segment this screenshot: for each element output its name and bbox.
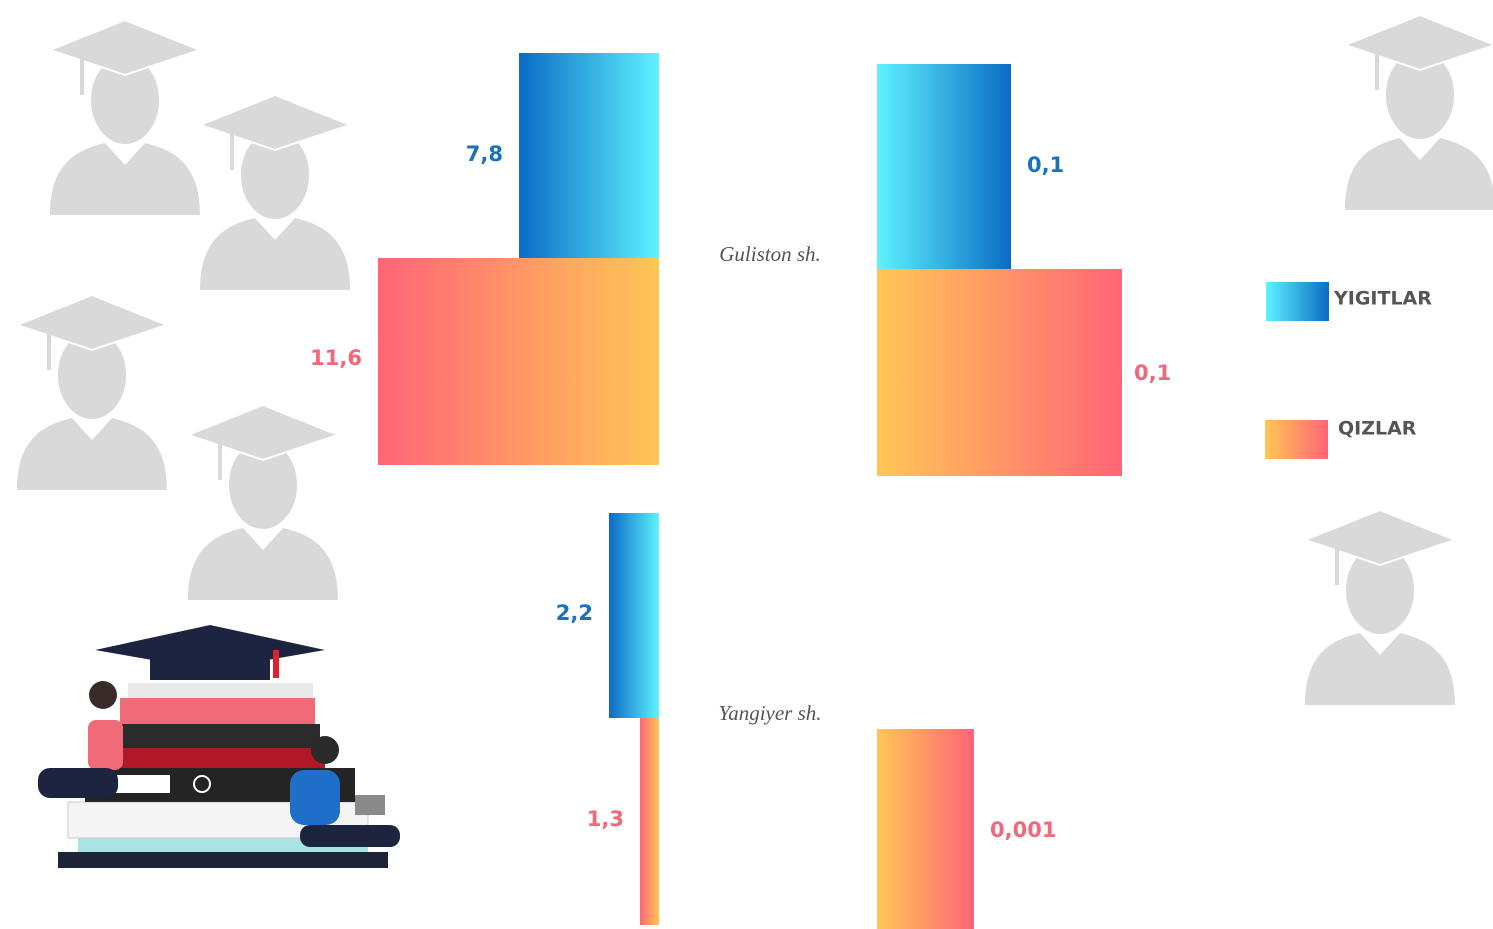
bars xyxy=(378,53,1122,929)
value-label: 2,2 xyxy=(556,601,593,625)
value-label: 0,1 xyxy=(1134,361,1171,385)
bar-qizlar xyxy=(877,269,1122,476)
value-label: 11,6 xyxy=(310,346,362,370)
legend-swatch xyxy=(1265,420,1328,459)
bar-yigitlar xyxy=(519,53,659,258)
legend-label: YIGITLAR xyxy=(1333,288,1432,310)
legend-label: QIZLAR xyxy=(1338,418,1417,440)
decorations xyxy=(15,13,1493,705)
bar-qizlar xyxy=(378,258,659,465)
bar-qizlar xyxy=(640,718,659,925)
value-label: 0,1 xyxy=(1027,153,1064,177)
city-label: Yangiyer sh. xyxy=(718,701,821,725)
value-label: 7,8 xyxy=(466,142,503,166)
legend-swatch xyxy=(1266,282,1329,321)
books-illustration xyxy=(38,625,400,868)
bar-yigitlar xyxy=(877,64,1011,269)
value-label: 0,001 xyxy=(990,818,1056,842)
bar-qizlar xyxy=(877,729,974,929)
value-label: 1,3 xyxy=(587,807,624,831)
bar-yigitlar xyxy=(609,513,659,718)
city-label: Guliston sh. xyxy=(719,242,821,266)
